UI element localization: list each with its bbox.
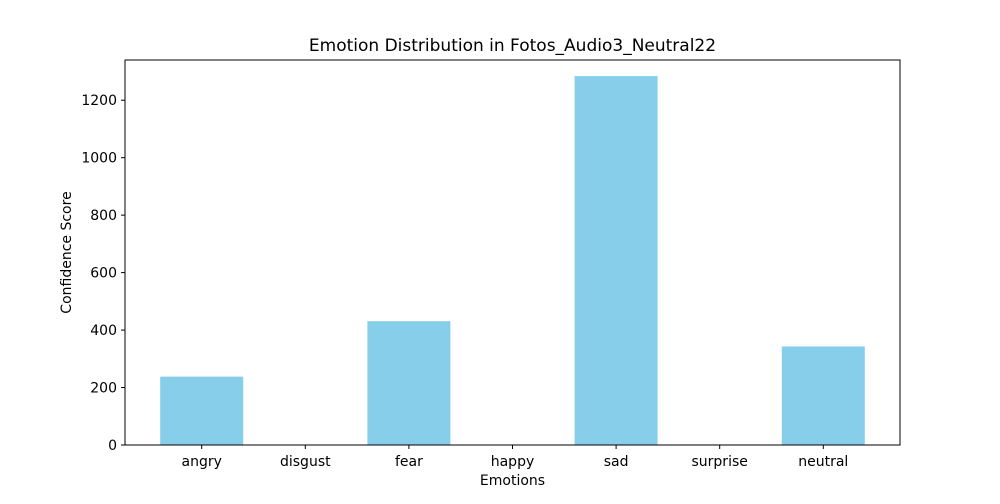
y-tick-label: 0 <box>108 438 117 454</box>
bar-neutral <box>781 346 865 445</box>
plot-frame <box>124 59 901 446</box>
bar-angry <box>160 376 244 445</box>
y-tick-label: 1000 <box>81 151 117 167</box>
x-axis-ticks: angry disgust fear happy sad surprise neutral <box>182 445 848 470</box>
x-tick-label-disgust: disgust <box>280 454 331 470</box>
x-tick-label-neutral: neutral <box>798 454 848 470</box>
y-tick-label: 400 <box>90 323 117 339</box>
chart-title: Emotion Distribution in Fotos_Audio3_Neu… <box>309 36 716 56</box>
x-tick-label-sad: sad <box>604 454 629 470</box>
bars-layer <box>160 76 865 446</box>
plot-background <box>125 60 900 445</box>
y-tick-label: 800 <box>90 208 117 224</box>
bar-sad <box>574 76 658 446</box>
y-tick-label: 200 <box>90 381 117 397</box>
x-tick-label-happy: happy <box>491 454 535 470</box>
y-tick-label: 1200 <box>81 93 117 109</box>
y-axis-label: Confidence Score <box>59 191 75 313</box>
x-tick-label-fear: fear <box>395 454 423 470</box>
y-tick-label: 600 <box>90 266 117 282</box>
bar-fear <box>367 321 451 445</box>
x-tick-label-surprise: surprise <box>692 454 748 470</box>
y-axis-ticks: 0 200 400 600 800 1000 1200 <box>81 93 125 454</box>
x-tick-label-angry: angry <box>182 454 222 470</box>
x-axis-label: Emotions <box>480 473 545 489</box>
